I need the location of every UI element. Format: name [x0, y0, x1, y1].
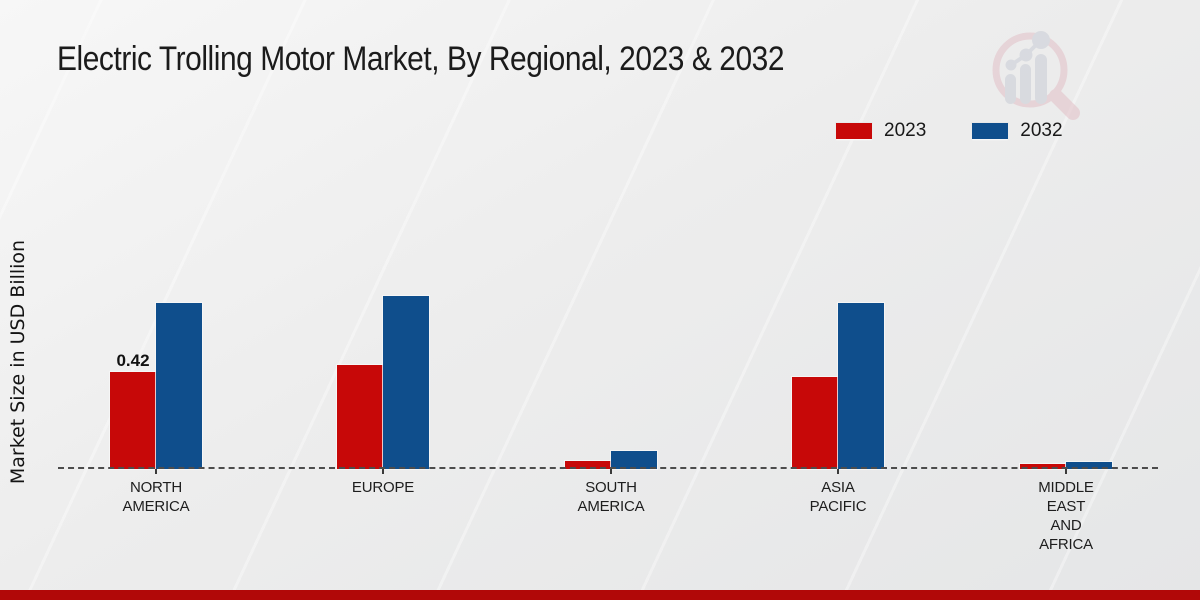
category-label-north-america: NORTH AMERICA	[122, 479, 190, 515]
bottom-accent-bar	[0, 590, 1200, 600]
category-tick-north-america	[155, 469, 157, 474]
bar-2023-north-america	[110, 372, 156, 469]
bar-2023-europe	[337, 365, 383, 469]
legend-item-2023: 2023	[836, 120, 926, 142]
bar-2032-south-america	[611, 451, 657, 469]
category-tick-europe	[382, 469, 384, 474]
value-label-2023-north-america: 0.42	[116, 351, 150, 370]
bar-2023-south-america	[565, 461, 611, 469]
bar-2032-middle-east-and-africa	[1066, 462, 1112, 469]
legend-swatch-2032-icon	[972, 123, 1009, 139]
bar-2023-asia-pacific	[792, 377, 838, 469]
bar-2032-asia-pacific	[838, 303, 884, 469]
category-label-south-america: SOUTH AMERICA	[577, 479, 645, 515]
x-axis-baseline	[58, 467, 1158, 469]
category-tick-asia-pacific	[837, 469, 839, 474]
category-label-europe: EUROPE	[351, 479, 415, 496]
legend-swatch-2023-icon	[836, 123, 872, 139]
page-title: Electric Trolling Motor Market, By Regio…	[57, 40, 785, 78]
bar-2032-europe	[383, 296, 429, 469]
bar-2032-north-america	[156, 303, 202, 469]
category-tick-middle-east-and-africa	[1065, 469, 1067, 474]
category-tick-south-america	[610, 469, 612, 474]
category-label-middle-east-and-africa: MIDDLE EAST AND AFRICA	[1038, 479, 1094, 553]
legend-item-2032: 2032	[972, 120, 1063, 142]
brand-watermark-icon	[992, 31, 1080, 120]
bar-2023-middle-east-and-africa	[1020, 464, 1066, 469]
category-label-asia-pacific: ASIA PACIFIC	[809, 479, 867, 515]
legend-label-2032: 2032	[1020, 120, 1063, 141]
legend: 2023 2032	[836, 120, 1063, 142]
legend-label-2023: 2023	[884, 120, 927, 141]
